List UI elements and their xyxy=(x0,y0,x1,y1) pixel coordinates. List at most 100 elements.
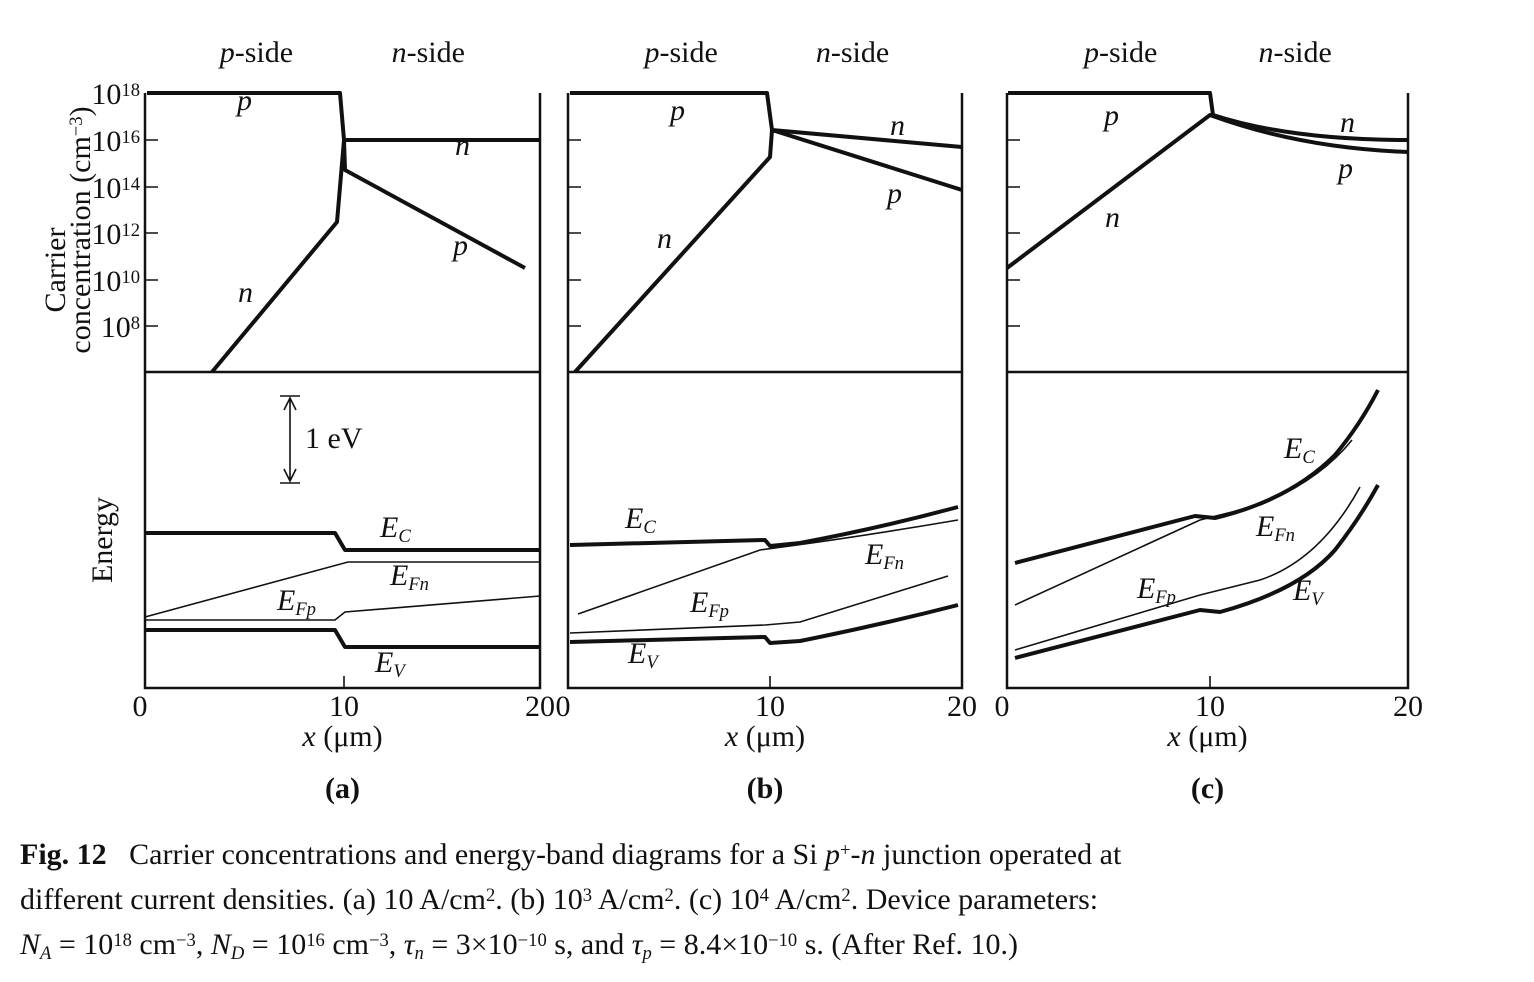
x-tick-label: 0 xyxy=(133,690,148,723)
text-run: E xyxy=(1292,574,1311,607)
y-axis-label: concentration (cm−3) xyxy=(64,106,97,353)
text-run: p xyxy=(451,229,468,262)
text-run: −3 xyxy=(66,116,87,136)
curve-label: EFp xyxy=(276,584,316,620)
text-run: E xyxy=(379,511,398,544)
text-run: (μm) xyxy=(1181,720,1248,753)
x-tick-label: 10 xyxy=(755,690,785,723)
text-run: cm xyxy=(325,928,369,961)
text-run: = 3×10 xyxy=(424,928,518,961)
curve-label: EV xyxy=(374,646,407,682)
x-tick-label: 20 xyxy=(1393,690,1423,723)
text-run: 10 xyxy=(101,311,131,344)
x-axis-label: x (μm) xyxy=(301,720,382,753)
n-curve xyxy=(573,128,963,374)
text-run: Fn xyxy=(1273,525,1295,546)
text-run: x xyxy=(301,720,316,753)
efp xyxy=(569,575,949,634)
curve-label: EV xyxy=(627,637,660,673)
text-run: + xyxy=(840,840,851,861)
text-run: n xyxy=(455,129,470,162)
text-run: . (b) 10 xyxy=(495,883,582,916)
text-run: A/cm xyxy=(592,883,665,916)
curve-label: p xyxy=(451,229,468,262)
text-run: 16 xyxy=(121,127,140,148)
text-run: Fp xyxy=(294,599,316,620)
text-run: E xyxy=(627,637,646,670)
ev xyxy=(145,628,540,649)
panel-label: (a) xyxy=(325,772,360,805)
text-run: Fn xyxy=(407,574,429,595)
text-run: -side xyxy=(1273,36,1331,69)
text-run: ) xyxy=(64,106,97,116)
text-run: 3 xyxy=(583,885,592,906)
text-run: p xyxy=(668,94,685,127)
curve-label: EFn xyxy=(389,559,429,595)
text-run: -side xyxy=(235,36,293,69)
text-run: 10 xyxy=(91,265,121,298)
efn xyxy=(1014,439,1353,606)
text-run: 10 xyxy=(91,78,121,111)
text-run: E xyxy=(1136,572,1155,605)
text-run: Fig. 12 xyxy=(20,838,107,871)
text-run: N xyxy=(19,928,42,961)
curve-label: n xyxy=(1105,201,1120,234)
text-run: Fp xyxy=(707,601,729,622)
ev xyxy=(1014,484,1380,660)
y-axis-label: Carrier xyxy=(39,228,72,313)
text-run: n xyxy=(861,838,876,871)
caption-line: Fig. 12 Carrier concentrations and energ… xyxy=(20,838,1122,871)
x-axis-label: x (μm) xyxy=(1166,720,1247,753)
caption-line: different current densities. (a) 10 A/cm… xyxy=(20,883,1098,916)
text-run: s, and xyxy=(547,928,632,961)
n-curve xyxy=(210,138,540,374)
text-run: (μm) xyxy=(316,720,383,753)
text-run: C xyxy=(1302,447,1315,468)
text-run: n xyxy=(816,36,831,69)
text-run: V xyxy=(646,652,660,673)
text-run: n xyxy=(238,276,253,309)
scale-bar-label: 1 eV xyxy=(305,422,363,455)
text-run: D xyxy=(230,943,245,964)
ec xyxy=(145,531,540,552)
text-run: p xyxy=(823,838,840,871)
text-run: 10 xyxy=(121,267,140,288)
text-run: E xyxy=(689,586,708,619)
x-tick-label: 10 xyxy=(1195,690,1225,723)
text-run: 16 xyxy=(306,930,325,951)
text-run: E xyxy=(1283,432,1302,465)
text-run: , xyxy=(196,928,211,961)
text-run: −10 xyxy=(518,930,547,951)
text-run: junction operated at xyxy=(876,838,1122,871)
efp xyxy=(1014,486,1361,651)
curve-label: EFp xyxy=(689,586,729,622)
panel-a-curves xyxy=(144,91,541,649)
curve-label: EC xyxy=(1283,432,1315,468)
text-run: τ xyxy=(404,928,416,961)
ev xyxy=(569,603,959,645)
text-run: n xyxy=(657,222,672,255)
text-run: (μm) xyxy=(738,720,805,753)
text-run: 12 xyxy=(121,220,140,241)
x-tick-label: 0 xyxy=(995,690,1010,723)
curve-label: EC xyxy=(624,502,656,538)
text-run: n xyxy=(1258,36,1273,69)
curve-label: n xyxy=(1340,106,1355,139)
text-run: 2 xyxy=(486,885,495,906)
y-tick-label: 1014 xyxy=(91,172,140,205)
efn xyxy=(577,519,959,615)
ec xyxy=(569,505,959,548)
text-run: concentration (cm xyxy=(64,136,97,353)
text-run: 10 xyxy=(91,172,121,205)
panel-a-frame xyxy=(143,93,542,690)
text-run: 14 xyxy=(121,174,140,195)
text-run: , xyxy=(389,928,404,961)
text-run: −10 xyxy=(768,930,797,951)
text-run: −3 xyxy=(369,930,389,951)
curve-label: p xyxy=(235,84,252,117)
text-run: p xyxy=(885,177,902,210)
text-run: τ xyxy=(632,928,644,961)
text-run: p xyxy=(235,84,252,117)
text-run: 2 xyxy=(665,885,674,906)
curve-label: p xyxy=(668,94,685,127)
